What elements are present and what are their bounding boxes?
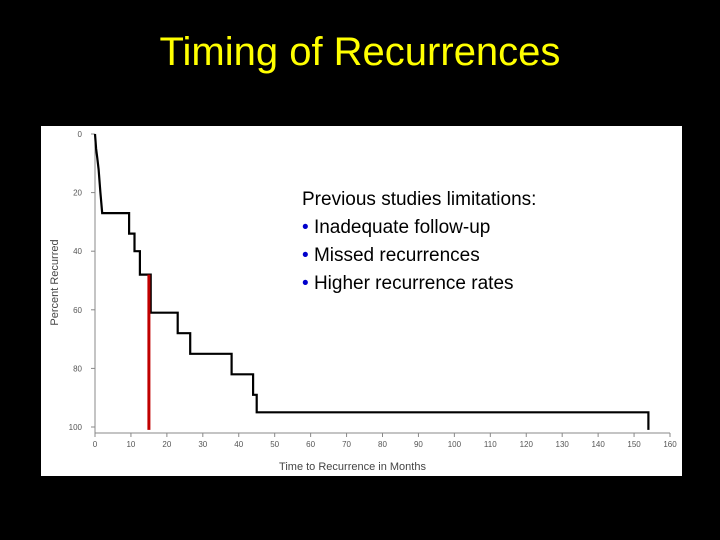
callout-item: • Missed recurrences — [302, 242, 536, 270]
callout-item: • Higher recurrence rates — [302, 270, 536, 298]
y-tick-label: 0 — [78, 130, 83, 139]
x-tick-label: 50 — [270, 440, 279, 449]
x-tick-label: 150 — [627, 440, 641, 449]
y-tick-label: 60 — [73, 306, 82, 315]
y-tick-label: 40 — [73, 247, 82, 256]
x-tick-label: 70 — [342, 440, 351, 449]
y-tick-label: 80 — [73, 364, 82, 373]
chart-svg: 0 20 40 60 80 100 0 10 20 30 40 50 60 70 80 90 100 110 120… — [49, 130, 677, 473]
callout-item-text: Higher recurrence rates — [313, 273, 514, 294]
survival-step-line — [93, 133, 650, 430]
x-tick-label: 160 — [663, 440, 677, 449]
y-tick-label: 20 — [73, 189, 82, 198]
x-axis-title: Time to Recurrence in Months — [279, 461, 426, 473]
bullet-glyph: • — [302, 245, 309, 266]
callout-item-text: Missed recurrences — [313, 245, 480, 266]
callout-item: • Inadequate follow-up — [302, 214, 536, 242]
x-tick-label: 90 — [414, 440, 423, 449]
x-tick-label: 140 — [591, 440, 605, 449]
x-tick-label: 110 — [484, 440, 497, 449]
slide-title: Timing of Recurrences — [159, 30, 561, 74]
x-tick-label: 100 — [448, 440, 462, 449]
callout-item-text: Inadequate follow-up — [313, 217, 491, 238]
x-tick-label: 40 — [234, 440, 243, 449]
x-tick-label: 20 — [162, 440, 171, 449]
x-tick-label: 10 — [126, 440, 135, 449]
x-tick-label: 60 — [306, 440, 315, 449]
y-axis-title: Percent Recurred — [49, 239, 61, 325]
x-tick-label: 0 — [93, 440, 98, 449]
callout-heading: Previous studies limitations: — [302, 189, 537, 210]
x-tick-label: 120 — [520, 440, 534, 449]
x-tick-label: 30 — [198, 440, 207, 449]
y-tick-label: 100 — [69, 423, 83, 432]
bullet-glyph: • — [302, 217, 309, 238]
limitations-callout: Previous studies limitations: • Inadequa… — [302, 186, 536, 298]
x-tick-label: 80 — [378, 440, 387, 449]
bullet-glyph: • — [302, 273, 309, 294]
kaplan-meier-chart: 0 20 40 60 80 100 0 10 20 30 40 50 60 70 80 90 100 110 120… — [41, 126, 682, 476]
x-tick-label: 130 — [556, 440, 570, 449]
